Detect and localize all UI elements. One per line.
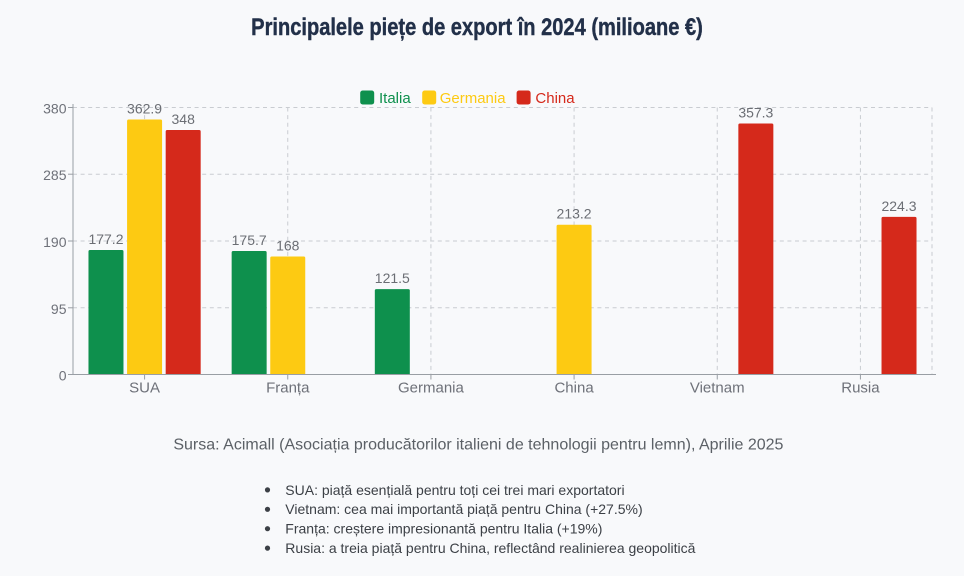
svg-text:121.5: 121.5 [375,270,410,286]
svg-text:SUA: SUA [129,380,160,397]
svg-text:SUA: piață esențială pentru to: SUA: piață esențială pentru toți cei tre… [285,482,624,498]
svg-text:348: 348 [172,111,196,127]
svg-text:224.3: 224.3 [881,198,916,214]
svg-text:190: 190 [43,234,67,250]
svg-text:0: 0 [59,368,67,384]
svg-text:213.2: 213.2 [557,206,592,222]
svg-text:177.2: 177.2 [88,231,123,247]
svg-text:Italia: Italia [379,90,411,107]
svg-text:Vietnam: Vietnam [690,380,745,397]
svg-text:357.3: 357.3 [738,104,773,120]
svg-text:Sursa: Acimall (Asociația prod: Sursa: Acimall (Asociația producătorilor… [173,437,783,454]
svg-text:China: China [554,380,594,397]
svg-text:175.7: 175.7 [232,232,267,248]
svg-text:362.9: 362.9 [127,101,162,117]
svg-text:285: 285 [43,167,67,183]
svg-text:Germania: Germania [440,90,507,107]
svg-text:China: China [535,90,575,107]
svg-text:Franța: Franța [266,380,310,397]
svg-text:Germania: Germania [398,380,465,397]
svg-text:380: 380 [43,101,67,117]
svg-text:168: 168 [276,237,300,253]
svg-text:95: 95 [51,301,67,317]
svg-text:Franța: creștere impresionantă: Franța: creștere impresionantă pentru It… [285,521,602,537]
svg-text:Rusia: a treia piață pentru Ch: Rusia: a treia piață pentru China, refle… [285,540,695,556]
svg-text:Principalele piețe de export î: Principalele piețe de export în 2024 (mi… [251,13,703,40]
svg-text:Vietnam: cea mai importantă pi: Vietnam: cea mai importantă piață pentru… [285,501,642,517]
svg-text:Rusia: Rusia [841,380,880,397]
